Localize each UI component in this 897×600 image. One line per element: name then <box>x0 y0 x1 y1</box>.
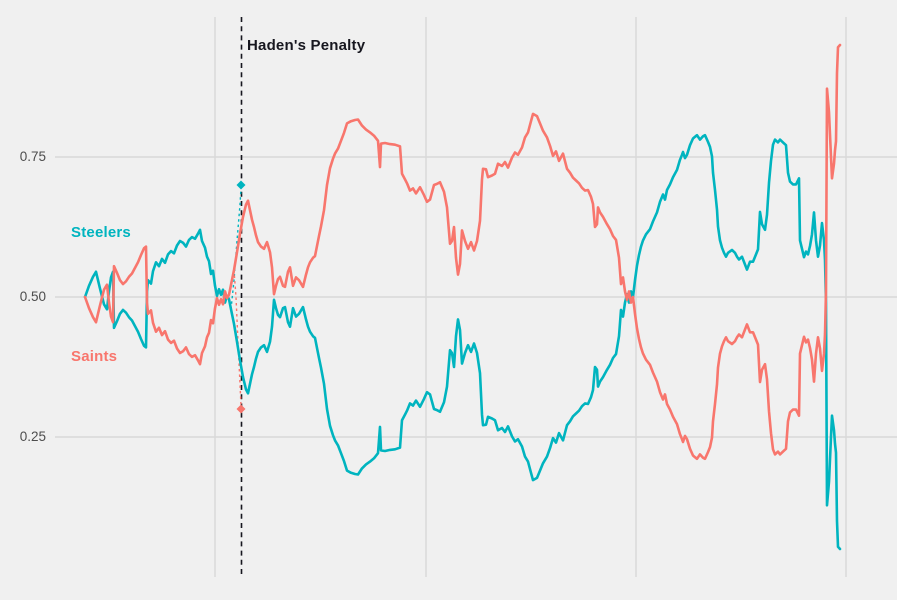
steelers-line <box>83 133 842 551</box>
saints-counterfactual-marker <box>236 404 246 414</box>
saints-series-label: Saints <box>71 348 118 365</box>
saints-line <box>83 43 842 461</box>
steelers-series-label: Steelers <box>71 224 131 241</box>
y-axis-tick-025: 0.25 <box>19 429 46 444</box>
steelers-counterfactual-marker <box>236 180 246 190</box>
y-axis-tick-075: 0.75 <box>19 149 46 164</box>
steelers-counterfactual-marker-connector <box>230 187 242 310</box>
penalty-annotation-label: Haden's Penalty <box>247 37 366 54</box>
y-axis-tick-050: 0.50 <box>19 289 46 304</box>
